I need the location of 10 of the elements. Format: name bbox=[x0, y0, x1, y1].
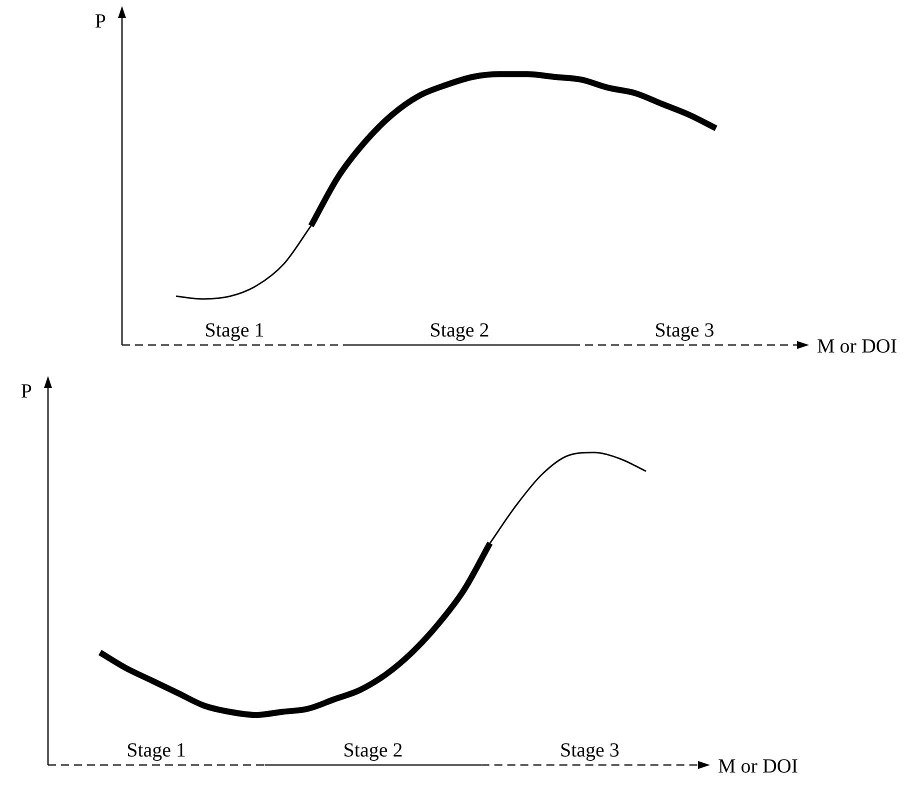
y-axis-title: P bbox=[94, 10, 106, 32]
x-axis-title: M or DOI bbox=[718, 755, 798, 778]
x-axis-title: M or DOI bbox=[817, 335, 897, 358]
annotation: Stage 1 bbox=[126, 739, 186, 762]
annotation: Stage 1 bbox=[204, 319, 264, 342]
annotation: Stage 3 bbox=[560, 739, 620, 762]
y-axis-title: P bbox=[20, 380, 32, 402]
annotation: Stage 2 bbox=[343, 739, 403, 762]
annotation: Stage 2 bbox=[430, 319, 490, 342]
annotation: Stage 3 bbox=[654, 319, 714, 342]
